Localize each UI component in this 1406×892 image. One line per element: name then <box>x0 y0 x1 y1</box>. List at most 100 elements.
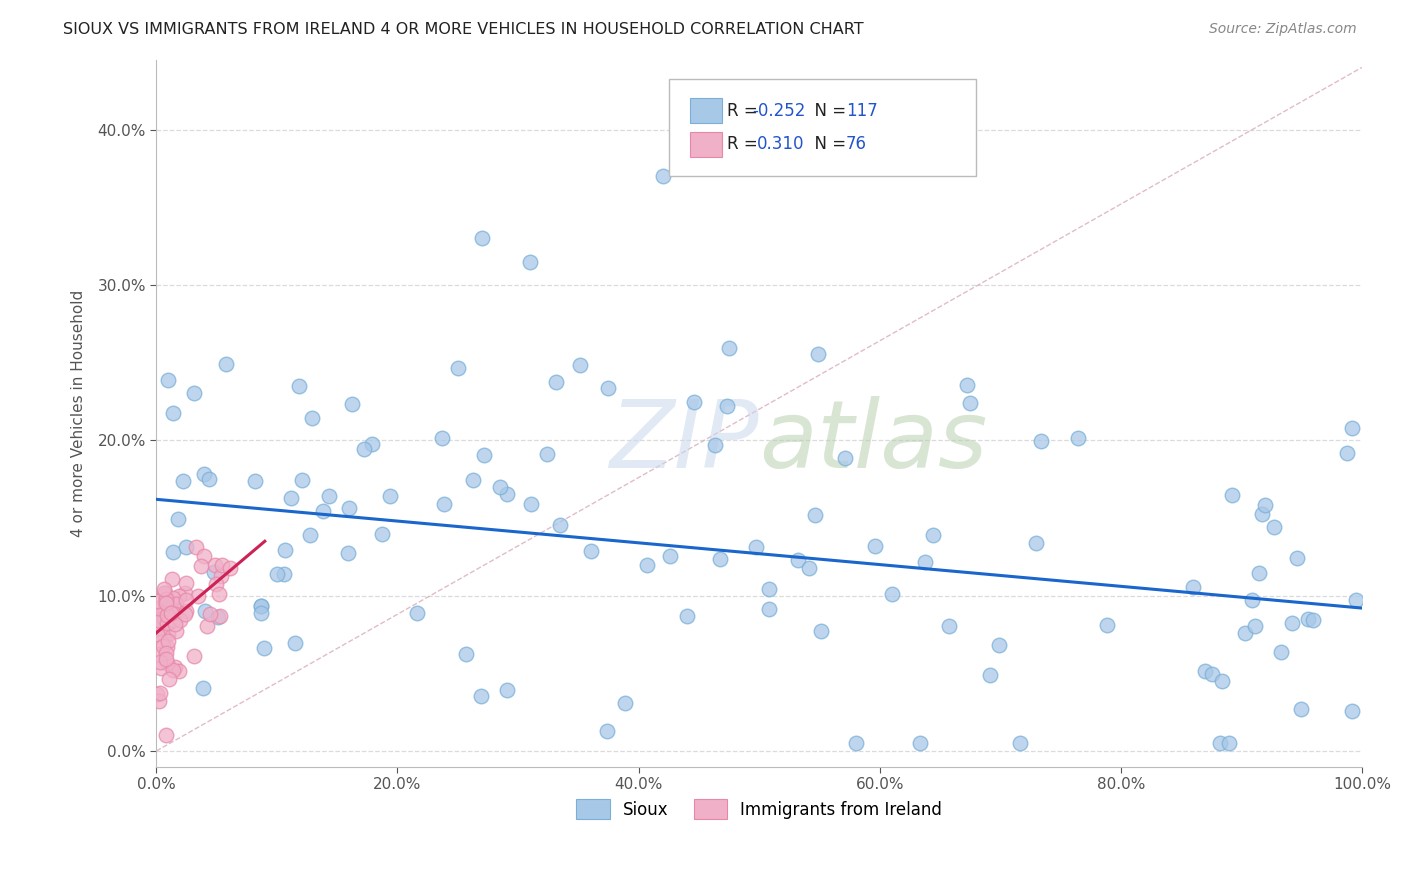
Point <box>174 607 197 621</box>
Point <box>211 558 233 573</box>
Point <box>810 624 832 639</box>
Point <box>153 627 176 641</box>
Point <box>1067 430 1090 444</box>
Point <box>1251 507 1274 521</box>
Point <box>160 572 183 586</box>
Point <box>908 736 931 750</box>
Point <box>157 672 180 686</box>
Point <box>1209 736 1232 750</box>
Point <box>153 582 176 597</box>
Point <box>160 601 183 615</box>
Point <box>472 448 495 462</box>
Point <box>153 611 176 625</box>
Point <box>169 613 191 627</box>
Point <box>787 553 810 567</box>
Point <box>187 589 209 603</box>
Point <box>758 601 780 615</box>
Point <box>353 442 375 456</box>
Point <box>183 648 205 663</box>
Text: -0.252: -0.252 <box>752 102 806 120</box>
Point <box>519 254 541 268</box>
Point <box>1340 704 1362 718</box>
Point <box>312 504 335 518</box>
Point <box>288 378 311 392</box>
Point <box>155 729 177 743</box>
Point <box>145 627 167 641</box>
Point <box>804 508 827 522</box>
Point <box>156 373 179 387</box>
Legend: Sioux, Immigrants from Ireland: Sioux, Immigrants from Ireland <box>569 793 949 825</box>
Point <box>149 686 172 700</box>
Point <box>148 655 170 669</box>
Point <box>1296 612 1319 626</box>
Point <box>266 566 288 581</box>
Point <box>546 376 568 390</box>
Point <box>160 606 183 620</box>
Point <box>280 491 302 505</box>
Point <box>166 512 188 526</box>
Point <box>162 544 184 558</box>
Point <box>461 473 484 487</box>
Point <box>190 559 212 574</box>
Point <box>1344 593 1367 607</box>
Text: N =: N = <box>804 102 851 120</box>
Point <box>536 446 558 460</box>
Point <box>581 543 603 558</box>
Point <box>318 489 340 503</box>
Point <box>799 561 821 575</box>
Point <box>204 558 226 572</box>
Point <box>1211 674 1233 689</box>
Point <box>863 539 886 553</box>
Point <box>340 397 363 411</box>
Text: atlas: atlas <box>759 396 987 487</box>
Point <box>184 540 207 554</box>
Point <box>806 347 828 361</box>
Point <box>651 169 673 183</box>
Point <box>519 497 541 511</box>
Point <box>489 480 512 494</box>
Point <box>717 341 740 355</box>
Point <box>676 609 699 624</box>
Point <box>163 660 186 674</box>
Point <box>298 528 321 542</box>
Point <box>880 587 903 601</box>
Text: 117: 117 <box>846 102 877 120</box>
Point <box>1341 420 1364 434</box>
Point <box>146 686 169 700</box>
Point <box>176 540 198 554</box>
Text: Source: ZipAtlas.com: Source: ZipAtlas.com <box>1209 22 1357 37</box>
Point <box>198 472 221 486</box>
Point <box>1218 736 1240 750</box>
Point <box>146 615 169 630</box>
Point <box>148 694 170 708</box>
Point <box>405 607 427 621</box>
Point <box>253 640 276 655</box>
Point <box>146 613 169 627</box>
Point <box>157 615 180 630</box>
Point <box>709 551 731 566</box>
Point <box>148 601 170 615</box>
Point <box>155 591 177 606</box>
Point <box>148 615 170 629</box>
Point <box>360 436 382 450</box>
Point <box>202 565 225 579</box>
Point <box>1240 592 1263 607</box>
Text: ZIP: ZIP <box>610 396 759 487</box>
Point <box>1233 626 1256 640</box>
FancyBboxPatch shape <box>690 132 721 157</box>
Point <box>174 604 197 618</box>
Point <box>922 528 945 542</box>
Point <box>162 406 184 420</box>
Point <box>163 596 186 610</box>
Point <box>156 640 179 655</box>
Point <box>193 467 215 481</box>
Point <box>1289 702 1312 716</box>
Point <box>1029 434 1052 449</box>
Point <box>433 497 456 511</box>
Point <box>204 577 226 591</box>
Point <box>174 586 197 600</box>
Point <box>274 543 297 558</box>
Point <box>496 683 519 698</box>
Text: N =: N = <box>804 136 851 153</box>
Point <box>959 395 981 409</box>
